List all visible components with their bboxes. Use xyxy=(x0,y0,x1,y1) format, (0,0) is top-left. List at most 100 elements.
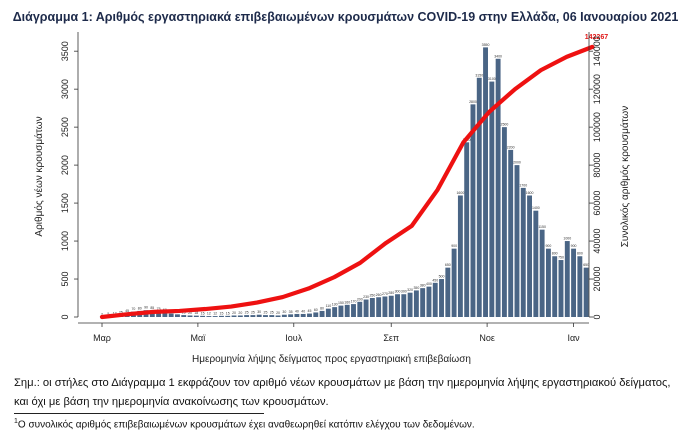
bar-value-label: 70 xyxy=(131,307,135,311)
bar xyxy=(495,58,501,317)
cumulative-last-label: 142267 xyxy=(585,34,608,41)
bar xyxy=(527,195,532,317)
bar-value-label: 3400 xyxy=(494,54,502,58)
y-tick-label: 3000 xyxy=(60,79,70,99)
bar xyxy=(457,195,463,317)
y2-tick-label: 80000 xyxy=(592,153,602,178)
bar-value-label: 25 xyxy=(119,311,123,315)
chart-svg: 2 5 12 25 45 70 80 90 85 75 60 45 35 25 20 18 15 12 12 15 15… xyxy=(33,32,631,365)
bar-value-label: 650 xyxy=(445,263,451,267)
bar-value-label: 12 xyxy=(213,312,217,316)
x-tick-label: Ιαν xyxy=(567,333,580,343)
bar xyxy=(244,315,250,317)
bar-value-label: 200 xyxy=(357,297,363,301)
y-tick-label: 1000 xyxy=(60,231,70,251)
bar-value-label: 1700 xyxy=(519,183,527,187)
bar xyxy=(545,248,551,317)
bar-value-label: 400 xyxy=(426,282,432,286)
bar-value-label: 15 xyxy=(201,311,205,315)
bar xyxy=(294,313,300,317)
bar-value-label: 260 xyxy=(376,293,382,297)
bar-value-label: 80 xyxy=(320,306,324,310)
bar-value-label: 170 xyxy=(351,300,357,304)
bar-value-label: 1150 xyxy=(538,225,546,229)
bar xyxy=(162,312,168,317)
bar-value-label: 130 xyxy=(332,303,338,307)
bar-value-label: 160 xyxy=(344,300,350,304)
bar-value-label: 3150 xyxy=(475,73,483,77)
bar xyxy=(338,305,344,317)
bar xyxy=(583,267,589,317)
bar-value-label: 2 xyxy=(101,312,103,316)
bar xyxy=(325,308,331,317)
bar xyxy=(250,315,256,317)
bar xyxy=(514,165,520,317)
bar-value-label: 2500 xyxy=(501,123,509,127)
bar-value-label: 15 xyxy=(226,311,230,315)
bar xyxy=(351,304,356,317)
y2-tick-label: 140000 xyxy=(592,36,602,66)
bar-value-label: 750 xyxy=(558,256,564,260)
bar-value-label: 80 xyxy=(138,306,142,310)
bar xyxy=(483,47,488,317)
footnote-divider xyxy=(14,413,264,414)
bar-value-label: 110 xyxy=(326,304,332,308)
bar xyxy=(508,149,514,317)
bar xyxy=(344,304,350,317)
bar-value-label: 1600 xyxy=(526,191,534,195)
bar-value-label: 30 xyxy=(257,310,261,314)
bar-value-label: 35 xyxy=(289,310,293,314)
bar-value-label: 150 xyxy=(338,301,344,305)
bar xyxy=(395,294,400,317)
bar-value-label: 650 xyxy=(583,263,589,267)
bar-value-label: 25 xyxy=(264,311,268,315)
x-tick-label: Μαρ xyxy=(93,333,111,343)
bar xyxy=(476,77,482,318)
bars-layer xyxy=(99,47,589,318)
bar xyxy=(376,297,382,317)
bar xyxy=(382,296,388,317)
bar-value-label: 75 xyxy=(157,307,161,311)
y-axis-title: Αριθμός νέων κρουσμάτων xyxy=(33,116,45,236)
bar xyxy=(193,315,199,317)
bar xyxy=(552,256,558,317)
bar-value-label: 900 xyxy=(571,244,577,248)
y2-tick-label: 60000 xyxy=(592,191,602,216)
x-tick-label: Νοε xyxy=(479,333,495,343)
bar-value-label: 85 xyxy=(150,306,154,310)
bar-value-label: 12 xyxy=(207,312,211,316)
bar xyxy=(231,315,237,317)
bar-labels-layer: 2 5 12 25 45 70 80 90 85 75 60 45 35 25 20 18 15 12 12 15 15… xyxy=(101,43,589,316)
bar xyxy=(420,288,426,317)
footnote-mark: 1 xyxy=(14,418,18,425)
bar-value-label: 40 xyxy=(295,309,299,313)
x-tick-label: Σεπ xyxy=(383,333,399,343)
bar xyxy=(439,279,444,317)
bar-value-label: 350 xyxy=(413,286,419,290)
bar-value-label: 25 xyxy=(245,311,249,315)
y-tick-label: 2000 xyxy=(60,155,70,175)
bar xyxy=(445,267,451,317)
y2-tick-label: 120000 xyxy=(592,74,602,104)
bar xyxy=(200,315,206,317)
bar-value-label: 20 xyxy=(232,311,236,315)
bar xyxy=(520,187,526,317)
y2-tick-label: 0 xyxy=(592,314,602,319)
bar-value-label: 450 xyxy=(432,278,438,282)
bar xyxy=(319,310,325,317)
bar-value-label: 800 xyxy=(577,252,583,256)
bar-value-label: 320 xyxy=(407,288,413,292)
bar xyxy=(300,313,306,317)
bar-value-label: 45 xyxy=(125,309,129,313)
y-tick-label: 1500 xyxy=(60,193,70,213)
bar-value-label: 2000 xyxy=(513,161,521,165)
bar-value-label: 300 xyxy=(401,290,407,294)
footnote-text: Ο συνολικός αριθμός επιβεβαιωμένων κρουσ… xyxy=(17,419,475,431)
bar xyxy=(281,314,287,317)
bar xyxy=(263,315,268,317)
y2-tick-label: 40000 xyxy=(592,229,602,254)
x-tick-label: Μαϊ xyxy=(191,333,207,343)
x-axis-title: Ημερομηνία λήψης δείγματος προς εργαστηρ… xyxy=(192,353,471,365)
cumulative-line-layer: 142267 xyxy=(99,34,608,320)
y-tick-label: 500 xyxy=(60,272,70,287)
